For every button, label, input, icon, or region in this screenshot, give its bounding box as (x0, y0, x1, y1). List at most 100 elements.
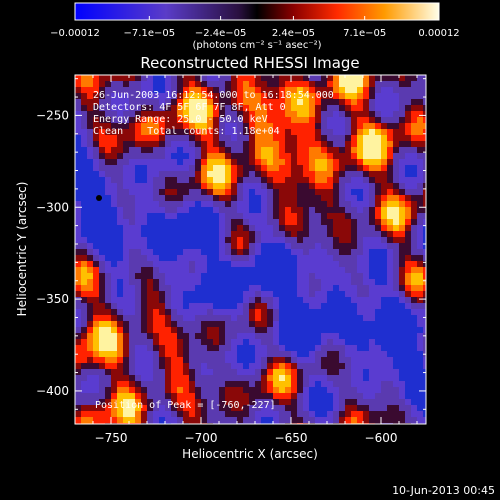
heatmap-cell (351, 195, 358, 202)
heatmap-cell (255, 141, 262, 148)
heatmap-cell (123, 363, 130, 370)
heatmap-cell (177, 369, 184, 376)
heatmap-cell (303, 411, 310, 418)
heatmap-cell (375, 393, 382, 400)
heatmap-cell (369, 177, 376, 184)
heatmap-cell (291, 417, 298, 424)
heatmap-cell (375, 207, 382, 214)
heatmap-cell (171, 81, 178, 88)
heatmap-cell (201, 153, 208, 160)
heatmap-cell (321, 123, 328, 130)
heatmap-cell (231, 141, 238, 148)
heatmap-cell (129, 285, 136, 292)
heatmap-cell (237, 357, 244, 364)
heatmap-cell (123, 189, 130, 196)
heatmap-cell (423, 309, 426, 316)
heatmap-cell (381, 153, 388, 160)
heatmap-cell (357, 111, 364, 118)
heatmap-cell (255, 375, 262, 382)
heatmap-cell (303, 273, 310, 280)
heatmap-cell (237, 75, 244, 82)
heatmap-cell (141, 195, 148, 202)
heatmap-cell (207, 225, 214, 232)
heatmap-cell (321, 267, 328, 274)
heatmap-cell (261, 99, 268, 106)
annotation-energy: Energy Range: 25.0 - 50.0 keV (93, 114, 268, 125)
heatmap-cell (93, 327, 100, 334)
heatmap-cell (129, 399, 136, 406)
heatmap-cell (411, 297, 418, 304)
heatmap-cell (363, 417, 370, 424)
heatmap-cell (387, 273, 394, 280)
heatmap-cell (111, 237, 118, 244)
heatmap-cell (399, 291, 406, 298)
heatmap-cell (117, 327, 124, 334)
heatmap-cell (309, 219, 316, 226)
heatmap-cell (171, 357, 178, 364)
heatmap-cell (387, 411, 394, 418)
heatmap-cell (225, 267, 232, 274)
heatmap-cell (411, 123, 418, 130)
heatmap-cell (393, 261, 400, 268)
heatmap-cell (273, 225, 280, 232)
heatmap-cell (147, 405, 154, 412)
heatmap-cell (315, 183, 322, 190)
heatmap-cell (81, 117, 88, 124)
heatmap-cell (375, 339, 382, 346)
heatmap-cell (195, 327, 202, 334)
heatmap-cell (225, 105, 232, 112)
heatmap-cell (93, 129, 100, 136)
heatmap-cell (423, 117, 426, 124)
heatmap-cell (375, 159, 382, 166)
heatmap-cell (381, 363, 388, 370)
heatmap-cell (411, 249, 418, 256)
heatmap-cell (135, 183, 142, 190)
heatmap-cell (171, 393, 178, 400)
heatmap-cell (261, 219, 268, 226)
heatmap-cell (315, 297, 322, 304)
heatmap-cell (165, 417, 172, 424)
heatmap-cell (99, 129, 106, 136)
heatmap-cell (267, 303, 274, 310)
heatmap-cell (153, 87, 160, 94)
heatmap-cell (117, 297, 124, 304)
heatmap-cell (135, 201, 142, 208)
heatmap-cell (369, 237, 376, 244)
heatmap-cell (375, 213, 382, 220)
heatmap-cell (387, 159, 394, 166)
heatmap-cell (261, 315, 268, 322)
heatmap-cell (387, 315, 394, 322)
heatmap-cell (183, 417, 190, 424)
heatmap-cell (261, 327, 268, 334)
heatmap-cell (135, 249, 142, 256)
heatmap-cell (297, 75, 304, 82)
heatmap-cell (177, 195, 184, 202)
heatmap-cell (351, 297, 358, 304)
heatmap-cell (423, 201, 426, 208)
heatmap-cell (99, 417, 106, 424)
heatmap-cell (207, 237, 214, 244)
heatmap-cell (81, 237, 88, 244)
heatmap-cell (399, 381, 406, 388)
heatmap-cell (345, 219, 352, 226)
heatmap-cell (237, 405, 244, 412)
heatmap-cell (171, 387, 178, 394)
heatmap-cell (399, 231, 406, 238)
heatmap-cell (231, 375, 238, 382)
heatmap-cell (129, 177, 136, 184)
heatmap-cell (393, 339, 400, 346)
heatmap-cell (165, 297, 172, 304)
heatmap-cell (357, 357, 364, 364)
heatmap-cell (105, 87, 112, 94)
heatmap-cell (153, 135, 160, 142)
heatmap-cell (243, 177, 250, 184)
heatmap-cell (129, 231, 136, 238)
heatmap-cell (219, 159, 226, 166)
heatmap-cell (129, 327, 136, 334)
heatmap-cell (339, 333, 346, 340)
heatmap-cell (171, 369, 178, 376)
heatmap-cell (111, 189, 118, 196)
heatmap-cell (273, 345, 280, 352)
heatmap-cell (255, 357, 262, 364)
heatmap-cell (159, 321, 166, 328)
